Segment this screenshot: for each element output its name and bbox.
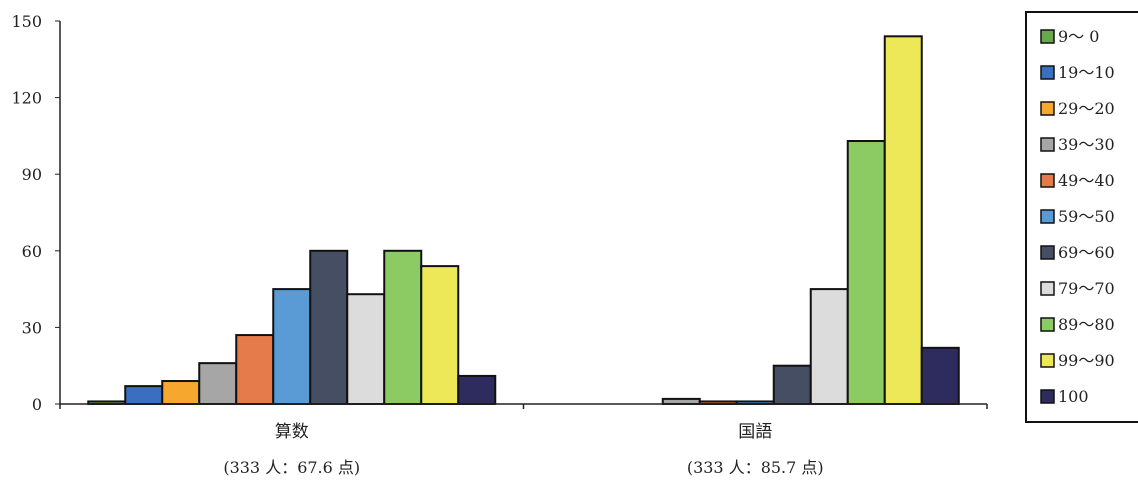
bar [124, 385, 164, 406]
legend-swatch [1040, 281, 1055, 296]
legend-swatch [1040, 389, 1055, 404]
y-axis-ticks: 0 30 60 90 120 150 [11, 12, 60, 414]
y-tick-label: 120 [11, 89, 42, 108]
bar [920, 346, 960, 405]
bar [272, 288, 312, 406]
legend-label: 79～70 [1058, 279, 1115, 298]
legend-label: 29～20 [1058, 99, 1115, 118]
y-tick-label: 150 [11, 12, 42, 31]
legend-label: 99～90 [1058, 351, 1115, 370]
legend: 9～ 0 19～10 29～20 39～30 49～40 59～50 69～60 79～70 8… [1025, 11, 1138, 423]
legend-swatch [1040, 101, 1055, 116]
legend-swatch [1040, 137, 1055, 152]
bar [161, 380, 201, 405]
x-category-label: 算数 [275, 422, 309, 442]
legend-label: 100 [1058, 387, 1089, 406]
x-category-label: 国語 [738, 422, 772, 442]
y-tick-label: 60 [22, 242, 42, 261]
legend-label: 19～10 [1058, 63, 1115, 82]
bar [457, 374, 497, 405]
bar [309, 249, 349, 405]
legend-swatch [1040, 65, 1055, 80]
bar [809, 288, 849, 406]
legend-label: 59～50 [1058, 207, 1115, 226]
y-tick-label: 30 [22, 318, 42, 337]
x-category-subtitle: (333 人：67.6 点) [223, 458, 360, 477]
y-tick-label: 90 [22, 165, 42, 184]
bar [846, 140, 886, 406]
y-tick-label: 0 [32, 395, 42, 414]
bar [772, 364, 812, 406]
bar [883, 35, 923, 405]
category-labels: 算数 (333 人：67.6 点) 国語 (333 人：85.7 点) [223, 422, 823, 477]
bar [235, 334, 275, 405]
legend-swatch [1040, 173, 1055, 188]
axes-group [59, 21, 988, 409]
bar [420, 265, 460, 405]
legend-label: 49～40 [1058, 171, 1115, 190]
bar [346, 293, 386, 405]
legend-label: 69～60 [1058, 243, 1115, 262]
legend-label: 9～ 0 [1058, 27, 1099, 46]
bars-group [87, 35, 960, 406]
legend-swatch [1040, 245, 1055, 260]
x-category-subtitle: (333 人：85.7 点) [687, 458, 824, 477]
legend-label: 39～30 [1058, 135, 1115, 154]
bar [661, 397, 701, 406]
bar [383, 249, 423, 405]
legend-swatch [1040, 29, 1055, 44]
legend-swatch [1040, 353, 1055, 368]
legend-swatch [1040, 209, 1055, 224]
legend-swatch [1040, 317, 1055, 332]
legend-label: 89～80 [1058, 315, 1115, 334]
bar [198, 362, 238, 405]
